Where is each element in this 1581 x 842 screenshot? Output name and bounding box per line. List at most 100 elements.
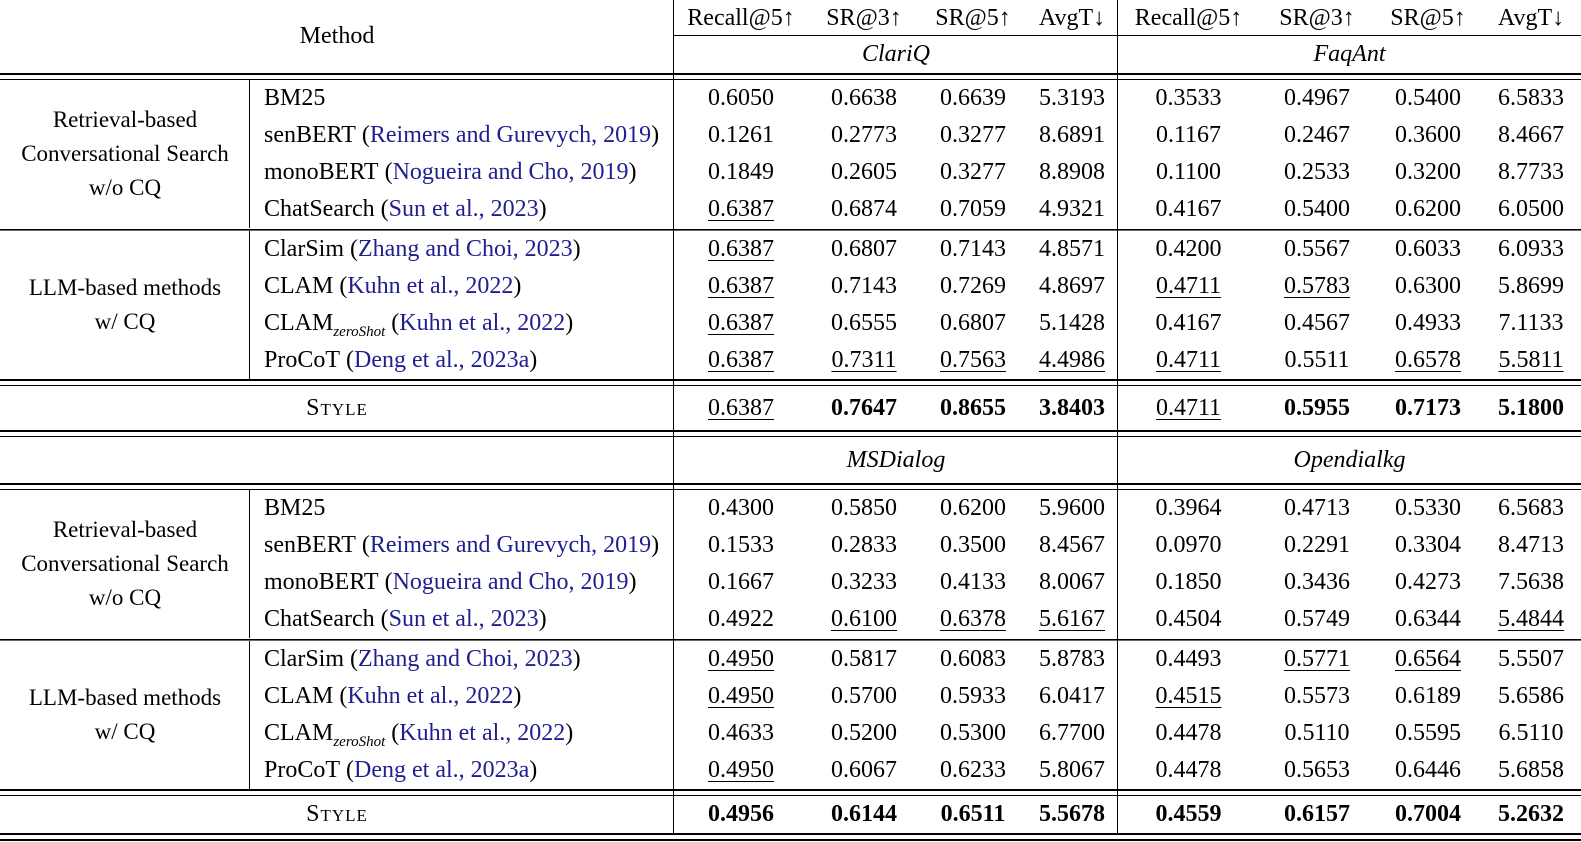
table-row: ProCoT (Deng et al., 2023a) 0.4950 0.606… xyxy=(250,752,1581,789)
metric-value: 0.6387 xyxy=(708,394,774,421)
method-name: BM25 xyxy=(264,85,326,111)
table-row: ChatSearch (Sun et al., 2023) 0.4922 0.6… xyxy=(250,601,1581,638)
dataset-name: FaqAnt xyxy=(1313,41,1386,67)
table-row: ClarSim (Zhang and Choi, 2023) 0.6387 0.… xyxy=(250,231,1581,268)
table-row: ChatSearch (Sun et al., 2023) 0.6387 0.6… xyxy=(250,191,1581,228)
citation-link[interactable]: (Reimers and Gurevych, 2019) xyxy=(355,122,660,148)
citation-link[interactable]: (Deng et al., 2023a) xyxy=(340,757,538,783)
table-row: ClarSim (Zhang and Choi, 2023) 0.4950 0.… xyxy=(250,641,1581,678)
metric-value: 0.7311 xyxy=(831,347,897,373)
table-row: CLAM (Kuhn et al., 2022) 0.4950 0.5700 0… xyxy=(250,678,1581,715)
metric-value: 0.4478 xyxy=(1155,720,1222,746)
metric-value: 0.5330 xyxy=(1395,495,1461,521)
metric-value: 5.5507 xyxy=(1498,646,1564,672)
method-group-llm-top: LLM-based methods w/ CQ ClarSim (Zhang a… xyxy=(0,231,1581,379)
citation-link[interactable]: (Nogueira and Cho, 2019) xyxy=(378,569,637,595)
rule-double xyxy=(0,73,1581,80)
metric-value: 0.5700 xyxy=(831,683,897,709)
citation-link[interactable]: (Deng et al., 2023a) xyxy=(340,347,538,373)
citation-link[interactable]: (Kuhn et al., 2022) xyxy=(333,683,522,709)
metric-value: 0.0970 xyxy=(1155,532,1222,558)
method-group-retrieval-bottom: Retrieval-based Conversational Search w/… xyxy=(0,490,1581,638)
metric-value: 6.5110 xyxy=(1498,720,1564,746)
table-row: BM25 () 0.4300 0.5850 0.6200 5.9600 0.39… xyxy=(250,490,1581,527)
citation-link[interactable]: (Kuhn et al., 2022) xyxy=(385,310,574,336)
method-subscript: zeroShot xyxy=(333,733,386,750)
citation-link[interactable]: (Sun et al., 2023) xyxy=(374,606,547,632)
metric-value: 0.4711 xyxy=(1155,347,1222,373)
style-row-top: Style 0.6387 0.7647 0.8655 3.8403 0.4711… xyxy=(0,386,1581,430)
metric-value: 0.2291 xyxy=(1284,532,1350,558)
group-label: Retrieval-based Conversational Search w/… xyxy=(21,107,229,200)
metric-value: 0.4300 xyxy=(708,495,774,521)
method-group-retrieval-top: Retrieval-based Conversational Search w/… xyxy=(0,80,1581,228)
metric-value: 0.6555 xyxy=(831,310,897,336)
citation-link[interactable]: (Kuhn et al., 2022) xyxy=(333,273,522,299)
metric-value: 7.1133 xyxy=(1498,310,1564,336)
metric-value: 4.9321 xyxy=(1039,196,1105,222)
metric-value: 5.1428 xyxy=(1039,310,1105,336)
metric-value: 5.4844 xyxy=(1498,606,1564,632)
metric-value: 0.1850 xyxy=(1155,569,1222,595)
group-label: LLM-based methods w/ CQ xyxy=(28,685,222,744)
citation-link[interactable]: (Reimers and Gurevych, 2019) xyxy=(355,532,660,558)
citation-link[interactable]: (Kuhn et al., 2022) xyxy=(385,720,574,746)
method-name: CLAM xyxy=(264,683,334,709)
method-name: CLAM xyxy=(264,310,334,336)
metric-value: 0.4967 xyxy=(1284,85,1350,111)
metric-value: 3.8403 xyxy=(1039,394,1105,421)
metric-value: 6.0500 xyxy=(1498,196,1564,222)
metric-value: 8.4667 xyxy=(1498,122,1564,148)
metric-value: 0.4567 xyxy=(1284,310,1350,336)
metric-value: 0.4633 xyxy=(708,720,774,746)
metric-value: 0.6511 xyxy=(940,801,1006,827)
rule-single xyxy=(0,638,1581,641)
dataset-name: Opendialkg xyxy=(1293,446,1406,473)
metric-value: 0.3436 xyxy=(1284,569,1350,595)
metric-value: 0.5933 xyxy=(940,683,1006,709)
table-row: senBERT (Reimers and Gurevych, 2019) 0.1… xyxy=(250,527,1581,564)
metric-value: 0.5400 xyxy=(1395,85,1461,111)
citation-link[interactable]: (Nogueira and Cho, 2019) xyxy=(378,159,637,185)
metric-value: 0.4200 xyxy=(1155,236,1222,262)
metric-value: 0.1667 xyxy=(708,569,774,595)
metric-header: SR@5↑ xyxy=(1390,4,1466,31)
metric-value: 0.1261 xyxy=(708,122,774,148)
metric-value: 4.8697 xyxy=(1039,273,1105,299)
metric-value: 0.5511 xyxy=(1284,347,1350,373)
citation-link[interactable]: (Zhang and Choi, 2023) xyxy=(344,646,581,672)
method-name: ClarSim xyxy=(264,236,345,262)
style-row-label: Style xyxy=(306,394,368,421)
method-name: monoBERT xyxy=(264,569,379,595)
metric-value: 0.6638 xyxy=(831,85,897,111)
method-cell: CLAM (Kuhn et al., 2022) xyxy=(250,268,674,305)
method-cell: ClarSim (Zhang and Choi, 2023) xyxy=(250,641,674,678)
style-row-bottom: Style 0.4956 0.6144 0.6511 5.5678 0.4559… xyxy=(0,796,1581,833)
method-column-header: Method xyxy=(299,23,375,49)
metric-value: 0.7059 xyxy=(940,196,1006,222)
group-label-divider xyxy=(248,490,250,638)
metric-value: 0.5400 xyxy=(1284,196,1350,222)
metric-value: 5.8783 xyxy=(1039,646,1105,672)
metric-value: 4.4986 xyxy=(1039,347,1105,373)
method-cell: ProCoT (Deng et al., 2023a) xyxy=(250,752,674,789)
metric-value: 0.7143 xyxy=(831,273,897,299)
metric-value: 5.8699 xyxy=(1498,273,1564,299)
citation-link[interactable]: (Zhang and Choi, 2023) xyxy=(344,236,581,262)
metric-header: Recall@5↑ xyxy=(1134,4,1243,31)
metric-value: 0.4950 xyxy=(708,646,774,672)
citation-link[interactable]: (Sun et al., 2023) xyxy=(374,196,547,222)
dataset-header-bottom: MSDialog Opendialkg xyxy=(0,437,1581,483)
metric-value: 0.4515 xyxy=(1155,683,1222,709)
metric-value: 0.7269 xyxy=(940,273,1006,299)
metric-value: 0.2467 xyxy=(1284,122,1350,148)
method-cell: monoBERT (Nogueira and Cho, 2019) xyxy=(250,564,674,601)
metric-value: 0.6200 xyxy=(1395,196,1461,222)
method-cell: senBERT (Reimers and Gurevych, 2019) xyxy=(250,527,674,564)
metric-value: 0.4933 xyxy=(1395,310,1461,336)
metric-value: 0.6387 xyxy=(708,196,774,222)
metric-value: 8.0067 xyxy=(1039,569,1105,595)
metric-value: 0.6083 xyxy=(940,646,1006,672)
metric-value: 0.3304 xyxy=(1395,532,1461,558)
metric-value: 0.6807 xyxy=(831,236,897,262)
